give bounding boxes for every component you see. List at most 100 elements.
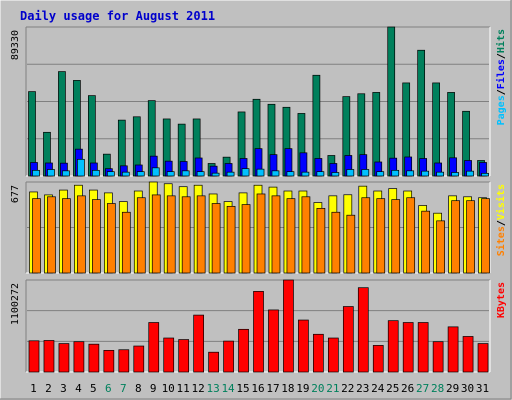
bar-sites (166, 195, 176, 274)
bar-pages (47, 169, 55, 177)
x-tick-label: 28 (431, 382, 444, 395)
x-tick-label: 14 (221, 382, 235, 395)
x-tick-label: 30 (461, 382, 474, 395)
bar-pages (106, 171, 115, 177)
bar-kbytes (253, 291, 264, 373)
x-tick-label: 27 (416, 382, 429, 395)
x-tick-label: 13 (206, 382, 219, 395)
bar-kbytes (298, 319, 309, 373)
bar-sites (331, 211, 341, 274)
bar-sites (421, 210, 431, 274)
bar-pages (376, 171, 385, 177)
bar-kbytes (357, 287, 369, 373)
chart-title: Daily usage for August 2011 (20, 9, 215, 23)
bar-pages (271, 170, 280, 177)
bar-kbytes (238, 328, 249, 373)
bar-pages (406, 170, 415, 177)
bar-pages (92, 169, 100, 177)
bar-sites (121, 211, 131, 274)
legend-item: / (496, 220, 507, 226)
x-tick-label: 6 (105, 382, 112, 395)
bar-sites (181, 196, 191, 274)
bar-sites (226, 205, 236, 274)
bar-kbytes (103, 350, 115, 373)
x-tick-label: 24 (371, 382, 385, 395)
bar-pages (436, 171, 444, 177)
bar-kbytes (118, 349, 130, 373)
legend-item: Pages (496, 95, 507, 125)
x-tick-label: 8 (135, 382, 142, 395)
bar-sites (391, 199, 401, 274)
bar-kbytes (148, 322, 160, 373)
bar-pages (32, 169, 40, 177)
bar-sites (136, 197, 146, 274)
x-tick-label: 9 (150, 382, 157, 395)
bar-kbytes (28, 340, 40, 373)
bar-kbytes (133, 345, 145, 373)
bar-pages (62, 170, 70, 177)
x-tick-label: 12 (192, 382, 205, 395)
bar-kbytes (178, 339, 190, 373)
bar-sites (256, 193, 266, 274)
x-tick-label: 3 (60, 382, 67, 395)
bar-pages (136, 171, 145, 177)
bar-sites (361, 197, 371, 274)
bar-pages (391, 169, 400, 177)
y-max-label: 677 (10, 185, 21, 203)
x-tick-label: 26 (401, 382, 414, 395)
bar-pages (481, 172, 489, 177)
bar-sites (451, 200, 460, 274)
bar-sites (286, 198, 296, 274)
x-tick-label: 25 (386, 382, 399, 395)
bar-sites (301, 196, 311, 274)
bar-sites (32, 198, 41, 274)
y-max-label: 1100272 (10, 283, 21, 325)
bar-kbytes (88, 343, 100, 373)
bar-sites (406, 197, 416, 274)
bar-pages (466, 170, 474, 177)
bar-kbytes (387, 320, 399, 373)
bar-kbytes (58, 343, 70, 373)
legend: Sites/Visits (495, 184, 507, 256)
bar-sites (316, 207, 326, 274)
bar-kbytes (328, 337, 339, 373)
x-tick-label: 16 (251, 382, 264, 395)
bar-kbytes (447, 326, 459, 373)
chart-panels: 89330Pages/Files/Hits677Sites/Visits1100… (10, 26, 507, 373)
x-tick-label: 19 (296, 382, 309, 395)
bar-pages (451, 172, 459, 177)
bar-pages (421, 170, 430, 177)
bar-pages (121, 171, 130, 177)
bar-kbytes (283, 279, 294, 373)
bar-sites (436, 220, 445, 274)
bar-kbytes (268, 309, 279, 373)
bar-hits (58, 71, 66, 177)
panel-2: 677 Sites/Visits (10, 181, 507, 274)
bar-sites (151, 194, 161, 274)
bar-kbytes (477, 343, 489, 373)
bar-kbytes (372, 345, 384, 373)
legend-item: / (496, 89, 507, 95)
bar-sites (271, 195, 281, 274)
bar-sites (481, 198, 490, 274)
x-tick-label: 7 (120, 382, 127, 395)
bar-kbytes (432, 341, 444, 373)
bar-sites (92, 199, 101, 274)
bar-sites (62, 198, 71, 274)
bar-kbytes (208, 351, 219, 373)
x-axis-labels: 1 2 3 4 5 6 7 8 9 10 11 12 13 14 15 16 17 18 19 20 21 22 23 24 2… (30, 382, 489, 395)
x-tick-label: 1 (30, 382, 37, 395)
legend: KBytes (496, 282, 507, 318)
x-tick-label: 5 (90, 382, 97, 395)
bar-pages (241, 168, 250, 177)
x-tick-label: 29 (446, 382, 459, 395)
x-tick-label: 17 (266, 382, 279, 395)
bar-kbytes (73, 341, 85, 373)
x-tick-label: 22 (341, 382, 354, 395)
bar-pages (181, 170, 190, 177)
x-tick-label: 31 (476, 382, 489, 395)
x-tick-label: 2 (45, 382, 52, 395)
bar-hits (417, 49, 426, 177)
